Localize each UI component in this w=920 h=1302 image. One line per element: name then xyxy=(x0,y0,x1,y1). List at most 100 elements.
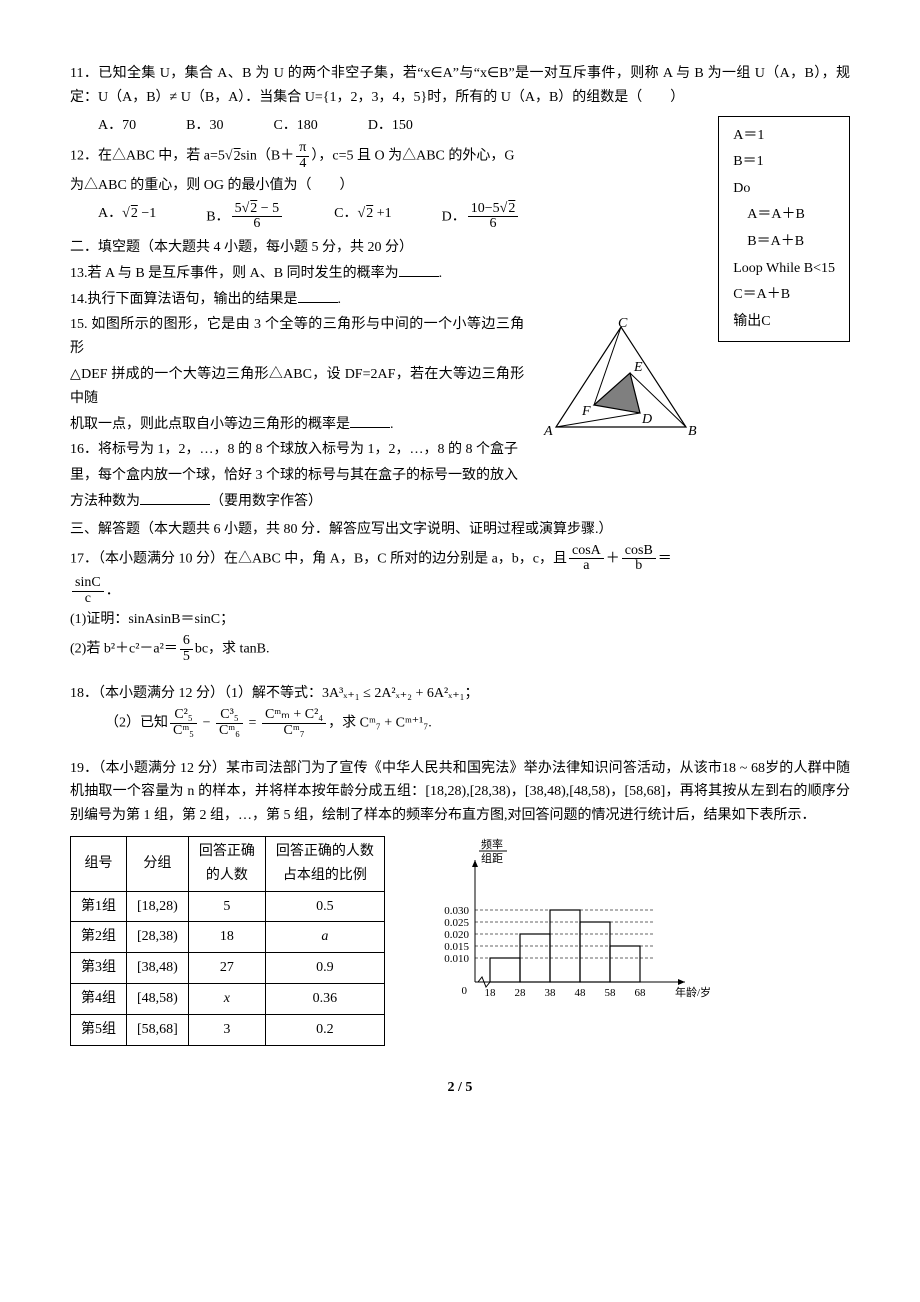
svg-text:A: A xyxy=(543,424,553,437)
table-cell: 0.36 xyxy=(265,983,384,1014)
table-cell: a xyxy=(265,922,384,953)
svg-text:58: 58 xyxy=(604,987,616,999)
table-cell: [38,48) xyxy=(127,953,189,984)
svg-text:0.010: 0.010 xyxy=(444,953,469,965)
q16-l3: 方法种数为（要用数字作答） xyxy=(70,490,850,514)
th-range: 分组 xyxy=(127,836,189,891)
q12-opt-a: A．√2 −1 xyxy=(98,202,156,232)
table-cell: 第3组 xyxy=(71,953,127,984)
svg-text:频率: 频率 xyxy=(481,837,503,851)
q12-opt-d: D．10−5√26 xyxy=(442,202,521,232)
q11-opt-a: A．70 xyxy=(98,114,136,138)
table-row: 第2组[28,38)18a xyxy=(71,922,385,953)
q12-lead: 12．在△ABC 中，若 a=5 xyxy=(70,149,225,164)
page-footer: 2 / 5 xyxy=(70,1076,850,1100)
q12-options: A．√2 −1 B．5√2 − 56 C．√2 +1 D．10−5√26 xyxy=(98,202,706,232)
svg-text:D: D xyxy=(641,412,652,427)
svg-text:28: 28 xyxy=(514,987,526,999)
table-body: 第1组[18,28)50.5第2组[28,38)18a第3组[38,48)270… xyxy=(71,891,385,1045)
svg-text:0.015: 0.015 xyxy=(444,941,469,953)
table-cell: [58,68] xyxy=(127,1014,189,1045)
table-cell: 第1组 xyxy=(71,891,127,922)
algo-line: C＝A＋B xyxy=(733,282,835,309)
q11-options: A．70 B．30 C．180 D．150 xyxy=(98,114,706,138)
svg-text:48: 48 xyxy=(574,987,586,999)
table-cell: [48,58) xyxy=(127,983,189,1014)
blank xyxy=(350,413,390,428)
table-cell: 第5组 xyxy=(71,1014,127,1045)
q17-p1: (1)证明：sinAsinB＝sinC； xyxy=(70,608,850,632)
triangle-svg: A B C D E F xyxy=(536,317,706,437)
table-cell: 18 xyxy=(188,922,265,953)
q12-sin: sin（B＋ xyxy=(241,149,295,164)
svg-text:C: C xyxy=(618,317,628,331)
table-row: 第4组[48,58)x0.36 xyxy=(71,983,385,1014)
table-cell: 5 xyxy=(188,891,265,922)
q17-lead: 17．（本小题满分 10 分）在△ABC 中，角 A，B，C 所对的边分别是 a… xyxy=(70,544,850,574)
svg-text:年龄/岁: 年龄/岁 xyxy=(675,985,711,999)
svg-text:0.030: 0.030 xyxy=(444,905,469,917)
algorithm-box: A＝1 B＝1 Do A＝A＋B B＝A＋B Loop While B<15 C… xyxy=(718,116,850,343)
algo-line: Loop While B<15 xyxy=(733,256,835,283)
algo-line: B＝A＋B xyxy=(733,229,835,256)
q11-opt-b: B．30 xyxy=(186,114,223,138)
svg-text:38: 38 xyxy=(544,987,556,999)
table-row: 第3组[38,48)270.9 xyxy=(71,953,385,984)
histogram: 0.0100.0150.0200.0250.030 18 28 38 48 58 68 年龄/… xyxy=(415,830,715,1000)
q18-p2: （2）已知C²₅Cᵐ₅ − C³₅Cᵐ₆ = Cᵐₘ + C²₄Cᵐ₇，求 Cᵐ… xyxy=(70,708,850,738)
table-row: 第1组[18,28)50.5 xyxy=(71,891,385,922)
blank xyxy=(298,288,338,303)
algo-line: 输出C xyxy=(733,309,835,336)
table-cell: 0.9 xyxy=(265,953,384,984)
q19-row: 组号 分组 回答正确 的人数 回答正确的人数 占本组的比例 第1组[18,28)… xyxy=(70,830,850,1046)
table-cell: 3 xyxy=(188,1014,265,1045)
q12-opt-c: C．√2 +1 xyxy=(334,202,391,232)
svg-text:0.020: 0.020 xyxy=(444,929,469,941)
algo-line: A＝A＋B xyxy=(733,202,835,229)
table-cell: [18,28) xyxy=(127,891,189,922)
svg-text:F: F xyxy=(581,404,591,419)
table-cell: 0.5 xyxy=(265,891,384,922)
q19-text: 19．（本小题满分 12 分）某市司法部门为了宣传《中华人民共和国宪法》举办法律… xyxy=(70,757,850,828)
svg-text:B: B xyxy=(688,424,697,437)
q11-opt-c: C．180 xyxy=(273,114,317,138)
triangle-figure: A B C D E F xyxy=(536,317,706,446)
table-cell: x xyxy=(188,983,265,1014)
section-3-title: 三、解答题（本大题共 6 小题，共 80 分．解答应写出文字说明、证明过程或演算… xyxy=(70,518,850,542)
th-correct: 回答正确 的人数 xyxy=(188,836,265,891)
q12-opt-b: B．5√2 − 56 xyxy=(206,202,284,232)
blank xyxy=(140,490,210,505)
svg-text:组距: 组距 xyxy=(481,851,503,865)
algo-line: B＝1 xyxy=(733,149,835,176)
svg-text:0: 0 xyxy=(461,985,467,997)
pi: π xyxy=(296,141,309,157)
q19-table: 组号 分组 回答正确 的人数 回答正确的人数 占本组的比例 第1组[18,28)… xyxy=(70,836,385,1046)
q12-tail1: ），c=5 且 O 为△ABC 的外心，G xyxy=(311,149,514,164)
q16-l1: 16．将标号为 1，2，…，8 的 8 个球放入标号为 1，2，…，8 的 8 … xyxy=(70,438,850,462)
q11-opt-d: D．150 xyxy=(368,114,413,138)
q18-p1: 18．（本小题满分 12 分）（1）解不等式：3A³ₓ₊₁ ≤ 2A²ₓ₊₂ +… xyxy=(70,682,850,706)
table-cell: 0.2 xyxy=(265,1014,384,1045)
four: 4 xyxy=(296,157,309,172)
svg-text:18: 18 xyxy=(484,987,496,999)
th-group: 组号 xyxy=(71,836,127,891)
table-header-row: 组号 分组 回答正确 的人数 回答正确的人数 占本组的比例 xyxy=(71,836,385,891)
svg-text:0.025: 0.025 xyxy=(444,917,469,929)
q15-l3: 机取一点，则此点取自小等边三角形的概率是. xyxy=(70,413,850,437)
blank xyxy=(399,262,439,277)
table-cell: 第4组 xyxy=(71,983,127,1014)
q16-l2: 里，每个盒内放一个球，恰好 3 个球的标号与其在盒子的标号一致的放入 xyxy=(70,464,850,488)
table-cell: 27 xyxy=(188,953,265,984)
table-cell: 第2组 xyxy=(71,922,127,953)
svg-text:68: 68 xyxy=(634,987,646,999)
table-row: 第5组[58,68]30.2 xyxy=(71,1014,385,1045)
algo-line: A＝1 xyxy=(733,123,835,150)
svg-text:E: E xyxy=(633,360,643,375)
q11-text: 11．已知全集 U，集合 A、B 为 U 的两个非空子集，若“x∈A”与“x∈B… xyxy=(70,62,850,110)
q17-frac3: sinCc． xyxy=(70,576,850,606)
q17-p2: (2)若 b²＋c²－a²＝65bc，求 tanB. xyxy=(70,634,850,664)
table-cell: [28,38) xyxy=(127,922,189,953)
algo-line: Do xyxy=(733,176,835,203)
th-ratio: 回答正确的人数 占本组的比例 xyxy=(265,836,384,891)
q15-l2: △DEF 拼成的一个大等边三角形△ABC，设 DF=2AF，若在大等边三角形中随 xyxy=(70,363,850,411)
